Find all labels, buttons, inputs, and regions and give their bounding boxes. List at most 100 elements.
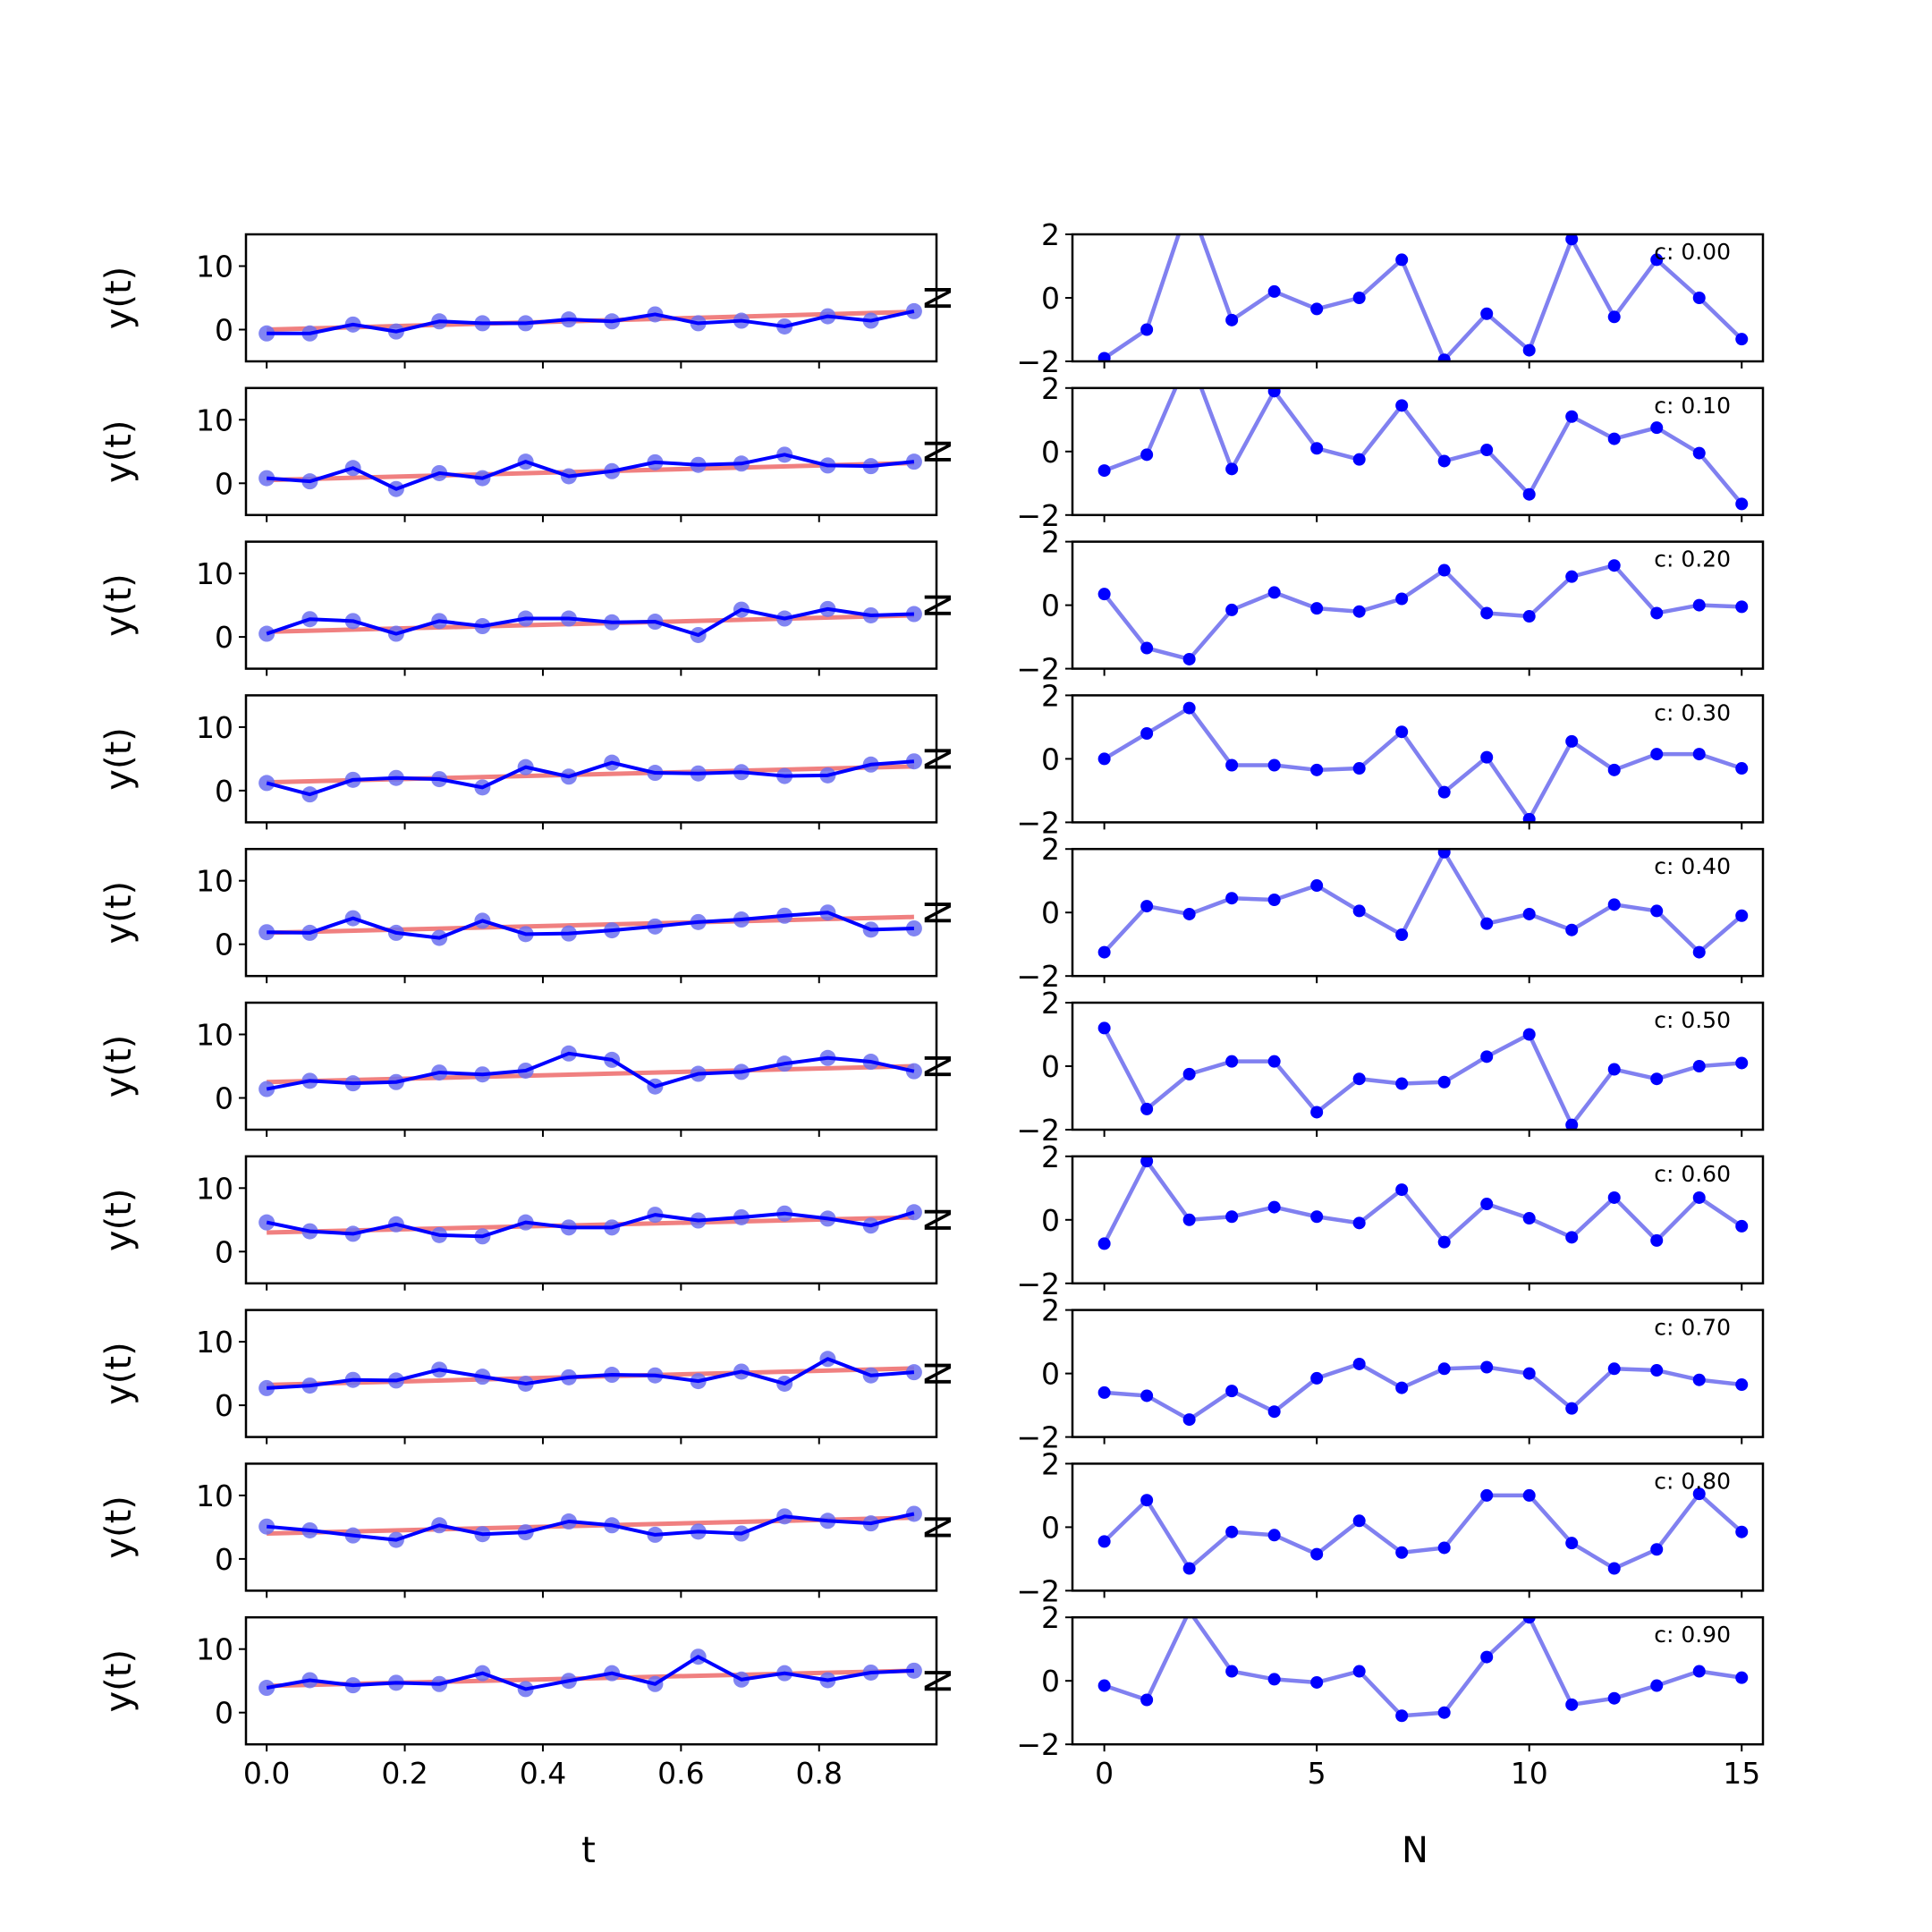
- left-y-tick-label: 10: [196, 710, 233, 745]
- right-y-tick-label: −2: [1016, 959, 1060, 994]
- left-x-axis-label: t: [581, 1830, 596, 1871]
- right-y-tick-label: −2: [1016, 498, 1060, 533]
- noise-point: [1565, 734, 1579, 748]
- noise-point: [1140, 1102, 1154, 1115]
- right-plot-area: [1097, 234, 1749, 361]
- noise-point: [1480, 1488, 1494, 1502]
- left-y-axis-label: y(t): [98, 1035, 140, 1098]
- left-y-tick-label: 10: [196, 556, 233, 591]
- right-y-tick-label: 2: [1041, 832, 1060, 867]
- coupling-annotation: c: 0.30: [1654, 699, 1731, 725]
- right-y-tick-label: 2: [1041, 678, 1060, 713]
- left-y-tick-label: 10: [196, 1632, 233, 1667]
- right-y-tick-label: 0: [1041, 1049, 1060, 1084]
- right-y-tick-label: 2: [1041, 1140, 1060, 1174]
- noise-point: [1225, 313, 1239, 326]
- right-x-tick-label: 5: [1308, 1756, 1326, 1791]
- noise-point: [1607, 763, 1621, 776]
- right-y-tick-label: 2: [1041, 1293, 1060, 1328]
- left-panel-5: 0 10 y(t): [98, 847, 938, 984]
- left-x-tick-label: 0.4: [520, 1756, 566, 1791]
- noise-point: [1480, 1050, 1494, 1063]
- left-panel-frame: [244, 386, 938, 517]
- right-x-tick-label: 15: [1723, 1756, 1760, 1791]
- noise-point: [1352, 1216, 1366, 1230]
- noise-point: [1310, 602, 1324, 615]
- noise-point: [1140, 641, 1154, 655]
- noise-point: [1650, 253, 1664, 267]
- left-y-axis-label: y(t): [98, 1342, 140, 1405]
- noise-point: [1310, 1210, 1324, 1224]
- right-y-tick-label: 0: [1041, 1510, 1060, 1545]
- right-panel-frame: [1071, 386, 1765, 517]
- noise-point: [1395, 1381, 1409, 1394]
- coupling-annotation: c: 0.60: [1654, 1161, 1731, 1187]
- right-plot-area: [1097, 1357, 1749, 1427]
- left-y-tick-label: 0: [215, 620, 233, 655]
- noise-point: [1097, 464, 1111, 478]
- right-panel-6: −2 0 2 Nc: 0.50: [919, 986, 1765, 1148]
- noise-point: [1565, 923, 1579, 936]
- noise-point: [1395, 725, 1409, 739]
- noise-point: [1480, 1360, 1494, 1374]
- noise-line: [1103, 234, 1743, 361]
- noise-point: [1565, 570, 1579, 583]
- noise-point: [1267, 1055, 1281, 1068]
- noise-point: [1225, 892, 1239, 905]
- noise-point: [1735, 1378, 1749, 1392]
- noise-point: [1352, 762, 1366, 775]
- noise-point: [1140, 1494, 1154, 1507]
- right-y-tick-label: 0: [1041, 589, 1060, 623]
- right-y-tick-label: −2: [1016, 1267, 1060, 1301]
- right-x-axis-label: N: [1402, 1830, 1428, 1871]
- right-panel-1: −2 0 2 Nc: 0.00: [919, 217, 1765, 379]
- noise-point: [1097, 1021, 1111, 1035]
- right-y-tick-label: −2: [1016, 344, 1060, 379]
- noise-point: [1735, 333, 1749, 346]
- noise-point: [1310, 1106, 1324, 1119]
- left-panel-9: 0 10 y(t): [98, 1462, 938, 1598]
- noise-point: [1437, 353, 1451, 361]
- noise-point: [1522, 1488, 1536, 1502]
- left-panel-frame: [244, 1309, 938, 1438]
- noise-point: [1692, 1191, 1706, 1204]
- right-panel-frame: [1071, 1615, 1765, 1746]
- right-y-tick-label: 2: [1041, 1446, 1060, 1481]
- noise-point: [1097, 1679, 1111, 1692]
- right-y-tick-label: −2: [1016, 1573, 1060, 1608]
- noise-point: [1480, 750, 1494, 764]
- right-panel-frame: [1071, 540, 1765, 670]
- right-y-tick-label: 2: [1041, 986, 1060, 1021]
- noise-point: [1480, 307, 1494, 320]
- right-panel-8: −2 0 2 Nc: 0.70: [919, 1293, 1765, 1455]
- noise-point: [1395, 1183, 1409, 1197]
- right-y-tick-label: −2: [1016, 652, 1060, 687]
- noise-point: [1395, 592, 1409, 606]
- noise-point: [1735, 909, 1749, 922]
- noise-point: [1522, 1212, 1536, 1225]
- right-panel-9: −2 0 2 Nc: 0.80: [919, 1446, 1765, 1608]
- right-y-tick-label: 0: [1041, 895, 1060, 930]
- left-y-axis-label: y(t): [98, 727, 140, 791]
- left-y-tick-label: 0: [215, 1696, 233, 1731]
- noise-point: [1182, 1562, 1196, 1575]
- right-plot-area: [1097, 387, 1749, 511]
- noise-point: [1650, 1233, 1664, 1247]
- left-panel-10: 0.0 0.2 0.4 0.6 0.8 0 10 y(t): [98, 1615, 938, 1791]
- right-panel-frame: [1071, 1155, 1765, 1285]
- noise-point: [1692, 945, 1706, 959]
- noise-point: [1607, 1063, 1621, 1076]
- right-y-tick-label: 0: [1041, 1664, 1060, 1699]
- left-panel-8: 0 10 y(t): [98, 1309, 938, 1445]
- noise-point: [1607, 1691, 1621, 1705]
- left-plot-area: [258, 302, 922, 342]
- left-y-tick-label: 0: [215, 1081, 233, 1116]
- noise-point: [1650, 1543, 1664, 1556]
- right-plot-area: [1097, 1487, 1749, 1575]
- noise-point: [1097, 1385, 1111, 1399]
- noise-point: [1140, 448, 1154, 462]
- left-y-axis-label: y(t): [98, 267, 140, 330]
- noise-line: [1104, 1361, 1742, 1422]
- noise-point: [1522, 1617, 1536, 1624]
- right-panel-frame: [1071, 1462, 1765, 1592]
